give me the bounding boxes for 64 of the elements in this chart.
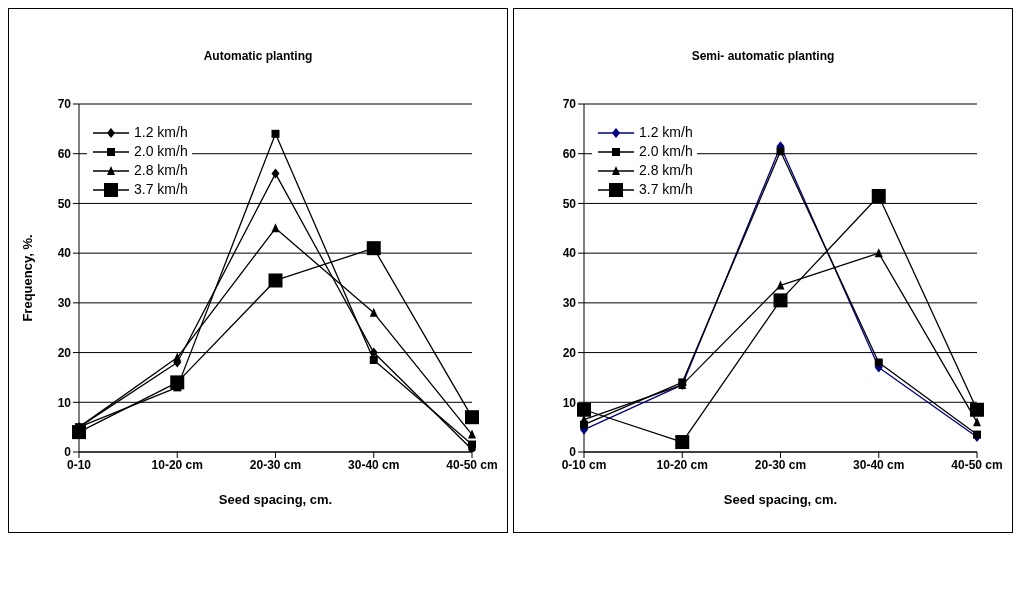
y-tick-label: 60 (562, 146, 577, 161)
y-tick-label: 60 (57, 146, 72, 161)
chart-title: Automatic planting (202, 49, 314, 63)
legend-label: 2.8 km/h (134, 161, 188, 180)
point (170, 375, 185, 390)
y-axis-title: Frequency, %. (19, 234, 35, 322)
point (268, 273, 283, 288)
x-tick-label: 40-50 cm (446, 457, 498, 472)
point (776, 147, 785, 156)
y-tick-label: 50 (57, 196, 72, 211)
legend-label: 2.8 km/h (639, 161, 693, 180)
x-tick-label: 10-20 cm (656, 457, 708, 472)
point (468, 429, 476, 439)
point (874, 248, 883, 258)
point (173, 352, 182, 362)
x-tick-label: 10-20 cm (151, 457, 203, 472)
y-tick-label: 20 (562, 345, 577, 360)
point (776, 280, 785, 290)
point (465, 410, 479, 425)
y-tick-label: 50 (562, 196, 577, 211)
point (973, 417, 981, 427)
point (871, 188, 886, 203)
x-tick-label: 30-40 cm (348, 457, 400, 472)
point (468, 440, 476, 449)
y-tick-label: 10 (57, 395, 72, 410)
point (366, 241, 381, 256)
x-axis-title: Seed spacing, cm. (218, 492, 333, 507)
y-tick-label: 0 (569, 445, 577, 460)
y-tick-label: 20 (57, 345, 72, 360)
point (271, 168, 280, 179)
x-tick-label: 0-10 cm (561, 457, 607, 472)
legend-label: 1.2 km/h (134, 123, 188, 142)
y-tick-label: 70 (57, 97, 72, 112)
y-tick-label: 0 (64, 445, 72, 460)
y-tick-label: 30 (562, 296, 577, 311)
x-tick-label: 20-30 cm (249, 457, 302, 472)
legend-label: 2.0 km/h (134, 142, 188, 161)
y-tick-label: 40 (562, 246, 577, 261)
point (973, 430, 981, 439)
x-axis-title: Seed spacing, cm. (723, 492, 838, 507)
point (773, 293, 788, 308)
x-tick-label: 20-30 cm (754, 457, 807, 472)
point (874, 358, 883, 367)
x-tick-label: 30-40 cm (853, 457, 905, 472)
y-tick-label: 70 (562, 97, 577, 112)
point (577, 402, 591, 417)
point (369, 307, 378, 317)
point (970, 402, 984, 417)
point (271, 223, 280, 233)
point (369, 347, 378, 358)
y-tick-label: 40 (57, 246, 72, 261)
chart-title: Semi- automatic planting (690, 49, 836, 63)
y-tick-label: 10 (562, 395, 577, 410)
x-tick-label: 0-10 (66, 457, 92, 472)
point (675, 435, 690, 450)
x-tick-label: 40-50 cm (951, 457, 1003, 472)
y-tick-label: 30 (57, 296, 72, 311)
legend-label: 2.0 km/h (639, 142, 693, 161)
legend-label: 3.7 km/h (639, 180, 693, 199)
legend-label: 3.7 km/h (134, 180, 188, 199)
legend-label: 1.2 km/h (639, 123, 693, 142)
point (271, 129, 280, 138)
point (72, 425, 86, 440)
point (369, 356, 378, 365)
